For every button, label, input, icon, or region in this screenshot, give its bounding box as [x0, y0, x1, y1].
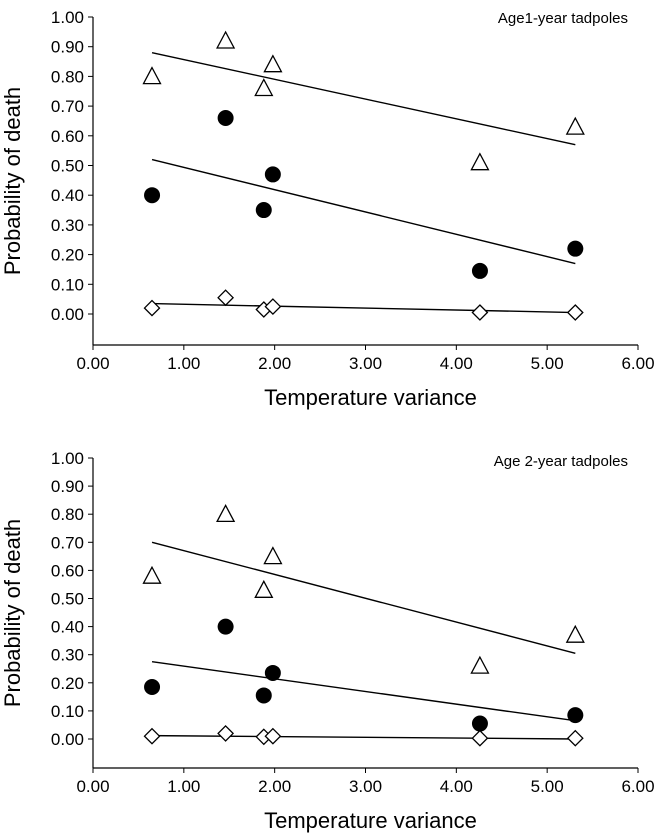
circle-point — [471, 715, 488, 732]
y-axis-title: Probability of death — [0, 87, 25, 275]
x-axis-title: Temperature variance — [264, 808, 477, 833]
x-tick-label: 6.00 — [621, 354, 654, 373]
y-tick-label: 0.80 — [51, 505, 84, 524]
y-tick-label: 0.60 — [51, 561, 84, 580]
circle-point — [264, 664, 281, 681]
x-tick-label: 4.00 — [440, 354, 473, 373]
triangle-point — [263, 54, 283, 73]
y-tick-label: 0.10 — [51, 275, 84, 294]
x-tick-label: 0.00 — [76, 354, 109, 373]
x-axis-title: Temperature variance — [264, 385, 477, 410]
y-tick-label: 0.40 — [51, 186, 84, 205]
diamond-point — [471, 729, 489, 747]
circle-point — [144, 679, 161, 696]
x-tick-label: 2.00 — [258, 354, 291, 373]
diamond-trend-line — [152, 302, 576, 314]
circle-point — [255, 202, 272, 219]
circle-trend-line — [151, 158, 576, 265]
diamond-point — [217, 289, 235, 307]
y-tick-label: 0.70 — [51, 533, 84, 552]
diamond-point — [264, 298, 282, 316]
y-tick-label: 0.00 — [51, 730, 84, 749]
diamond-point — [143, 299, 161, 317]
diamond-point — [566, 304, 584, 321]
diamond-point — [471, 304, 489, 321]
diamond-point — [566, 729, 584, 747]
x-tick-label: 6.00 — [621, 777, 654, 796]
y-tick-label: 0.50 — [51, 157, 84, 176]
x-tick-label: 4.00 — [440, 777, 473, 796]
y-tick-label: 0.40 — [51, 618, 84, 637]
circle-trend-line — [151, 661, 576, 722]
triangle-point — [254, 78, 274, 97]
circle-point — [471, 262, 488, 279]
x-tick-label: 2.00 — [258, 777, 291, 796]
y-tick-label: 0.00 — [51, 305, 84, 324]
y-tick-label: 1.00 — [51, 449, 84, 468]
circle-point — [567, 240, 584, 257]
y-tick-label: 0.80 — [51, 67, 84, 86]
triangle-point — [470, 655, 490, 674]
y-tick-label: 0.20 — [51, 246, 84, 265]
triangle-point — [216, 30, 236, 49]
panel-title: Age 2-year tadpoles — [494, 453, 628, 470]
triangle-point — [565, 624, 585, 643]
triangle-trend-line — [151, 541, 576, 654]
y-tick-label: 0.30 — [51, 646, 84, 665]
x-tick-label: 0.00 — [76, 777, 109, 796]
y-tick-label: 0.50 — [51, 590, 84, 609]
circle-point — [255, 687, 272, 704]
x-tick-label: 5.00 — [531, 777, 564, 796]
circle-point — [567, 707, 584, 724]
circle-point — [217, 109, 234, 126]
diamond-point — [143, 727, 161, 745]
y-tick-label: 0.90 — [51, 38, 84, 57]
triangle-point — [254, 579, 274, 598]
y-tick-label: 0.70 — [51, 97, 84, 116]
y-tick-label: 0.10 — [51, 702, 84, 721]
x-tick-label: 1.00 — [167, 354, 200, 373]
circle-point — [264, 166, 281, 183]
x-tick-label: 3.00 — [349, 777, 382, 796]
triangle-point — [216, 504, 236, 523]
chart-panel-1: 0.00 0.10 0.20 0.30 0.40 0.50 0.60 0.70 0.80 0.90… — [0, 8, 655, 410]
diamond-point — [264, 727, 282, 745]
circle-point — [217, 618, 234, 635]
y-tick-label: 0.20 — [51, 674, 84, 693]
triangle-point — [142, 66, 162, 85]
triangle-point — [565, 116, 585, 135]
triangle-trend-line — [151, 51, 576, 146]
circle-point — [144, 187, 161, 204]
x-tick-label: 5.00 — [531, 354, 564, 373]
chart-panel-2: 0.00 0.10 0.20 0.30 0.40 0.50 0.60 0.70 0.80 0.90… — [0, 449, 655, 833]
triangle-point — [142, 565, 162, 584]
x-tick-label: 1.00 — [167, 777, 200, 796]
panel-title: Age1-year tadpoles — [498, 10, 628, 27]
diamond-trend-line — [152, 734, 576, 740]
y-axis-title: Probability of death — [0, 519, 25, 707]
diamond-point — [217, 724, 235, 742]
y-tick-label: 0.90 — [51, 477, 84, 496]
x-tick-label: 3.00 — [349, 354, 382, 373]
y-tick-label: 0.60 — [51, 127, 84, 146]
y-tick-label: 1.00 — [51, 8, 84, 27]
y-tick-label: 0.30 — [51, 216, 84, 235]
triangle-point — [470, 152, 490, 171]
triangle-point — [263, 546, 283, 565]
